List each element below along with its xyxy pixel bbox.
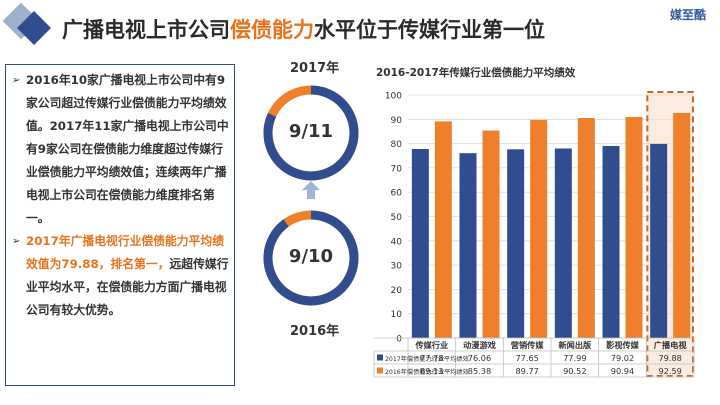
brand-logo: 媒至酷 xyxy=(669,8,706,22)
y-tick-label: 70 xyxy=(391,164,403,174)
data-label: 90.94 xyxy=(611,366,634,376)
bar-2016 xyxy=(434,121,452,339)
bar-2017 xyxy=(650,143,668,338)
x-tick-label: 广播电视 xyxy=(654,340,688,350)
legend-label: 2016年偿债能力行业平均绩效 xyxy=(385,368,469,376)
summary-paragraph-1: ➢ 2016年10家广播电视上市公司中有9家公司超过传媒行业偿债能力平均绩效值。2… xyxy=(12,69,230,230)
x-tick-label: 影视传媒 xyxy=(606,340,640,350)
bar-2017 xyxy=(507,149,525,338)
data-label: 89.13 xyxy=(420,366,443,376)
y-tick-label: 60 xyxy=(391,189,403,199)
bar-2017 xyxy=(554,148,572,338)
y-tick-label: 100 xyxy=(385,92,402,102)
legend-swatch xyxy=(377,367,383,374)
page-title: 广播电视上市公司偿债能力水平位于传媒行业第一位 xyxy=(62,18,545,42)
bullet-icon: ➢ xyxy=(12,236,21,247)
legend-label: 2017年偿债能力行业平均绩效 xyxy=(385,355,469,363)
data-label: 85.38 xyxy=(468,366,491,376)
donut-year-2017: 2017年 xyxy=(290,61,340,76)
bar-2016 xyxy=(673,113,691,338)
donut-2016-label: 9/10 xyxy=(288,246,334,267)
data-label: 90.52 xyxy=(563,366,586,376)
bar-2017 xyxy=(411,148,429,338)
legend-swatch xyxy=(377,354,383,361)
x-tick-label: 传媒行业 xyxy=(414,340,448,350)
data-label: 92.59 xyxy=(658,366,681,376)
bar-chart: 2016-2017年传媒行业偿债能力平均绩效 0 10 20 30 40 50 60 70 80… xyxy=(373,66,695,378)
x-tick-label: 新闻出版 xyxy=(558,340,592,350)
y-tick-label: 20 xyxy=(391,286,403,296)
y-tick-label: 10 xyxy=(391,310,403,320)
bar-2016 xyxy=(530,119,548,338)
data-label: 77.78 xyxy=(420,353,443,363)
y-tick-label: 0 xyxy=(396,335,402,345)
y-tick-label: 90 xyxy=(391,116,403,126)
data-label: 76.06 xyxy=(468,353,491,363)
bullet-icon: ➢ xyxy=(12,75,21,86)
y-tick-label: 30 xyxy=(391,262,403,272)
data-label: 77.65 xyxy=(515,353,538,363)
y-tick-label: 50 xyxy=(391,213,403,223)
up-arrow-icon xyxy=(302,181,320,199)
donut-year-2016: 2016年 xyxy=(290,324,340,339)
data-label: 77.99 xyxy=(563,353,586,363)
donut-2016 xyxy=(263,210,359,306)
donut-2017-label: 9/11 xyxy=(288,121,334,142)
corner-diamonds-decoration xyxy=(2,2,51,45)
data-label: 89.77 xyxy=(515,366,538,376)
bar-2016 xyxy=(625,117,643,338)
bar-2017 xyxy=(459,153,477,338)
y-tick-label: 80 xyxy=(391,140,403,150)
data-label: 79.02 xyxy=(611,353,634,363)
chart-title: 2016-2017年传媒行业偿债能力平均绩效 xyxy=(376,66,576,79)
summary-paragraph-2: ➢ 2017年广播电视行业偿债能力平均绩效值为79.88，排名第一，远超传媒行业平… xyxy=(12,230,230,322)
bar-2016 xyxy=(577,118,595,338)
summary-textbox: ➢ 2016年10家广播电视上市公司中有9家公司超过传媒行业偿债能力平均绩效值。2… xyxy=(5,64,235,386)
bar-2016 xyxy=(482,130,500,338)
donut-2017 xyxy=(263,85,359,181)
bar-2017 xyxy=(602,145,620,338)
x-tick-label: 动漫游戏 xyxy=(463,340,497,350)
y-tick-label: 40 xyxy=(391,237,403,247)
x-tick-label: 营销传媒 xyxy=(511,340,545,350)
highlight-box xyxy=(646,91,695,377)
data-label: 79.88 xyxy=(658,353,681,363)
